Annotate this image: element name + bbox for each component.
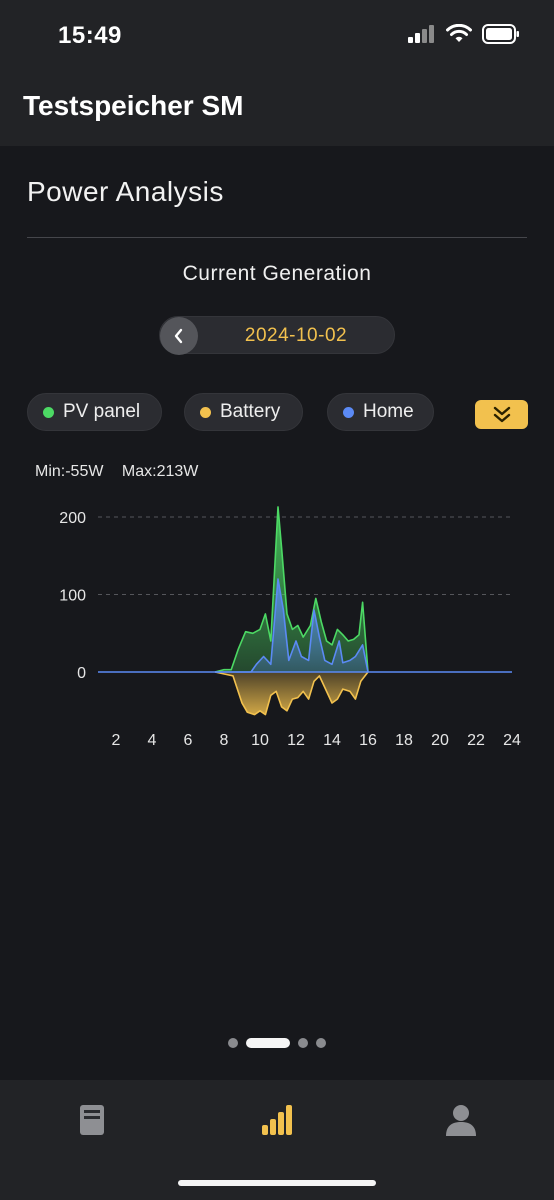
- chart-subtitle: Current Generation: [182, 262, 372, 285]
- app-title: Testspeicher SM: [23, 90, 244, 121]
- double-chevron-down-icon: [493, 406, 510, 422]
- page-dot[interactable]: [298, 1038, 308, 1048]
- tab-statistics[interactable]: [247, 1090, 307, 1150]
- home-indicator: [178, 1180, 376, 1186]
- tab-device[interactable]: [62, 1090, 122, 1150]
- x-tick-label: 12: [287, 732, 305, 749]
- previous-date-button[interactable]: [160, 317, 198, 355]
- y-tick-label: 100: [59, 588, 86, 605]
- legend-pv-panel-label: PV panel: [63, 401, 141, 422]
- cellular-signal-icon: [408, 25, 434, 43]
- x-tick-label: 4: [148, 732, 157, 749]
- x-tick-label: 16: [359, 732, 377, 749]
- bar-chart-icon: [262, 1105, 292, 1135]
- series-line-battery: [214, 671, 369, 716]
- x-tick-label: 20: [431, 732, 449, 749]
- x-tick-label: 10: [251, 732, 269, 749]
- selected-date[interactable]: 2024-10-02: [244, 325, 348, 346]
- page-indicator: [0, 1038, 554, 1048]
- expand-button[interactable]: [475, 400, 528, 429]
- wifi-icon: [446, 24, 472, 42]
- date-selector[interactable]: 2024-10-02: [159, 316, 395, 355]
- x-tick-label: 2: [112, 732, 121, 749]
- battery-icon: [482, 24, 519, 44]
- legend-home[interactable]: Home: [327, 393, 434, 431]
- status-time: 15:49: [58, 22, 122, 49]
- x-tick-label: 22: [467, 732, 485, 749]
- legend-pv-panel[interactable]: PV panel: [27, 393, 162, 431]
- tab-profile[interactable]: [431, 1090, 491, 1150]
- status-icons: [408, 24, 520, 44]
- series-line-pv-panel: [214, 506, 369, 673]
- series-area-battery: [215, 672, 368, 715]
- section-title: Power Analysis: [27, 176, 224, 207]
- pv-panel-dot: [43, 406, 54, 418]
- page-dot-active[interactable]: [246, 1038, 290, 1048]
- app-header: Testspeicher SM: [0, 72, 554, 146]
- page-dot[interactable]: [316, 1038, 326, 1048]
- min-max-stats: Min:-55W Max:213W: [35, 463, 212, 481]
- legend-battery[interactable]: Battery: [184, 393, 303, 431]
- series-line-home: [215, 578, 369, 673]
- x-tick-label: 6: [184, 732, 193, 749]
- y-tick-label: 200: [59, 510, 86, 527]
- battery-dot: [200, 406, 211, 418]
- x-tick-label: 8: [220, 732, 229, 749]
- page-dot[interactable]: [228, 1038, 238, 1048]
- y-tick-label: 0: [77, 665, 86, 682]
- legend-battery-label: Battery: [220, 401, 281, 422]
- min-value: Min:-55W: [35, 463, 104, 480]
- home-dot: [343, 406, 354, 418]
- profile-icon: [446, 1105, 476, 1136]
- x-tick-label: 24: [503, 732, 521, 749]
- device-icon: [80, 1105, 104, 1135]
- x-tick-label: 18: [395, 732, 413, 749]
- chevron-left-icon: [174, 328, 183, 344]
- legend-home-label: Home: [363, 401, 414, 422]
- series-area-pv-panel: [215, 506, 368, 672]
- divider: [27, 237, 527, 238]
- max-value: Max:213W: [121, 463, 199, 480]
- status-bar: 15:49: [0, 0, 554, 72]
- x-tick-label: 14: [323, 732, 341, 749]
